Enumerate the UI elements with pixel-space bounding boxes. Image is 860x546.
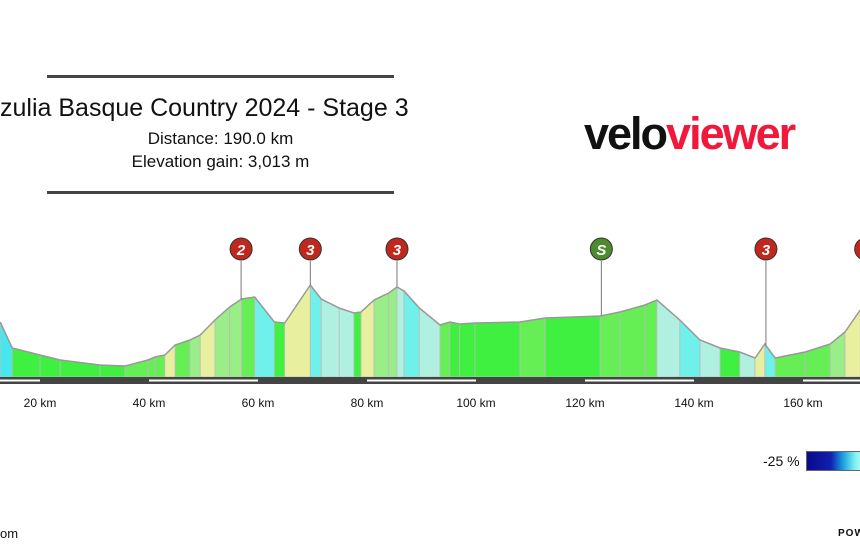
profile-segment — [439, 321, 451, 378]
profile-segment — [644, 299, 658, 378]
x-tick-label: 160 km — [783, 396, 823, 410]
profile-segment — [284, 283, 311, 378]
profile-segment — [189, 334, 201, 378]
x-tick-label: 120 km — [565, 396, 605, 410]
profile-segment — [241, 296, 256, 378]
x-tick-label: 60 km — [241, 396, 275, 410]
x-tick-label: 40 km — [132, 396, 166, 410]
profile-segment — [320, 298, 340, 378]
x-tick-label: 140 km — [674, 396, 714, 410]
veloviewer-logo: veloviewer — [584, 108, 796, 159]
x-tick-label: 100 km — [456, 396, 496, 410]
climb-marker — [854, 239, 860, 259]
distance-text: Distance: 190.0 km — [147, 129, 294, 148]
profile-segment — [154, 354, 166, 378]
profile-segment — [99, 364, 126, 378]
profile-segment — [353, 311, 362, 378]
elevation-gain-text: Elevation gain: 3,013 m — [131, 152, 310, 171]
marker-label: S — [596, 242, 606, 259]
profile-segment — [619, 304, 646, 378]
profile-segment — [273, 321, 286, 378]
profile-segment — [719, 347, 741, 378]
marker-label: 3 — [762, 242, 771, 259]
distance-bar-segment — [803, 379, 860, 382]
profile-segment — [229, 298, 243, 378]
distance-bar-segment — [149, 379, 258, 382]
gradient-legend-bar — [806, 451, 860, 471]
profile-segment — [544, 315, 601, 378]
footer-powered-text: POW — [838, 528, 860, 539]
climb-marker — [298, 237, 322, 261]
profile-segment — [764, 342, 776, 378]
profile-segment — [0, 321, 13, 378]
x-tick-label: 80 km — [350, 396, 384, 410]
distance-bar-segment — [585, 379, 694, 382]
marker-label: 3 — [306, 242, 315, 259]
distance-bar-segment — [0, 379, 40, 382]
profile-segment — [39, 354, 61, 378]
profile-segment — [754, 342, 766, 378]
profile-segment — [11, 347, 41, 378]
climb-marker — [229, 237, 253, 261]
profile-segment — [449, 321, 461, 378]
profile-segment — [338, 307, 355, 378]
bottom-rule — [47, 191, 394, 194]
profile-segment — [403, 289, 420, 378]
profile-segment — [599, 311, 621, 378]
profile-segment — [174, 339, 191, 378]
profile-segment — [459, 322, 476, 378]
profile-segment — [373, 292, 390, 378]
profile-segment — [396, 286, 405, 378]
profile-segment — [360, 299, 375, 378]
distance-bar-segment — [367, 379, 476, 382]
climb-marker — [754, 237, 778, 261]
footer-left-text: om — [0, 526, 19, 541]
climb-marker — [385, 237, 409, 261]
stage-title: zulia Basque Country 2024 - Stage 3 — [0, 94, 409, 122]
profile-segment — [804, 343, 831, 378]
profile-segment — [474, 321, 521, 378]
legend-min-label: -25 % — [763, 453, 800, 469]
profile-segment — [309, 283, 322, 378]
profile-segment — [519, 317, 546, 378]
profile-segment — [656, 299, 681, 378]
marker-label: 2 — [236, 242, 246, 259]
profile-segment — [418, 307, 441, 378]
profile-segment — [388, 286, 398, 378]
top-rule — [47, 75, 394, 78]
profile-segment — [679, 319, 701, 378]
marker-label: 3 — [393, 242, 402, 259]
profile-segment — [699, 339, 721, 378]
x-tick-label: 20 km — [23, 396, 57, 410]
sprint-marker — [589, 237, 613, 261]
profile-outline — [0, 283, 860, 367]
